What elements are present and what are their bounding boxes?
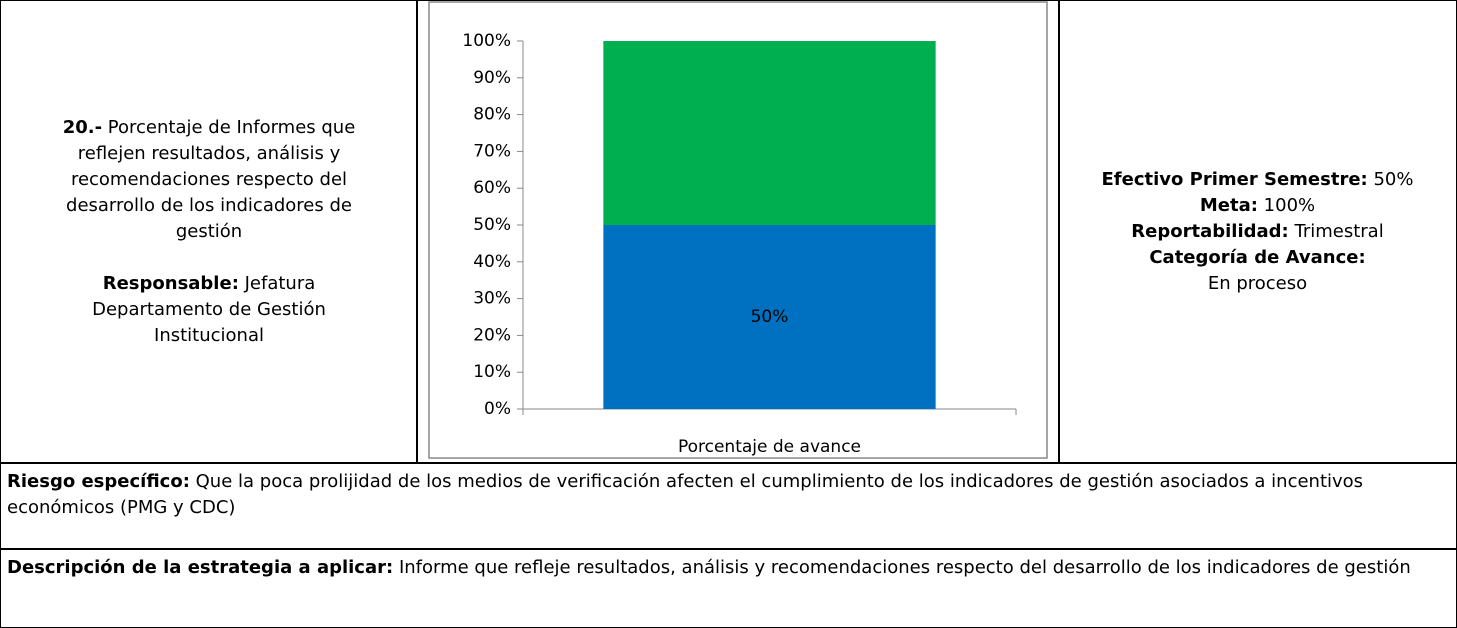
y-tick-label: 0%	[484, 399, 511, 419]
status-cell: Efectivo Primer Semestre: 50% Meta: 100%…	[1058, 0, 1457, 464]
strategy-row: Descripción de la estrategia a aplicar: …	[0, 548, 1457, 628]
category-value: En proceso	[1207, 273, 1308, 294]
y-tick-label: 10%	[473, 362, 511, 382]
y-tick-label: 40%	[473, 252, 511, 272]
bar	[603, 41, 936, 225]
chart: 0% 10% 20% 30% 40% 50% 60% 70% 80% 90% 100% Porcent…	[428, 1, 1048, 459]
y-tick-label: 50%	[473, 215, 511, 235]
indicator-text: Porcentaje de Informes que reflejen resu…	[66, 117, 356, 242]
reporting-label: Reportabilidad:	[1131, 221, 1289, 242]
category-label: Categoría de Avance:	[1149, 247, 1366, 268]
x-tick-label: Porcentaje de avance	[678, 437, 861, 457]
effective-label: Efectivo Primer Semestre:	[1101, 169, 1368, 190]
responsible-label: Responsable:	[102, 273, 239, 294]
indicator-desc: 20.- Porcentaje de Informes que reflejen…	[39, 115, 379, 245]
goal-label: Meta:	[1199, 195, 1258, 216]
y-tick-label: 80%	[473, 105, 511, 125]
responsible-text: Jefatura Departamento de Gestión Institu…	[92, 273, 326, 346]
risk-text: Que la poca prolijidad de los medios de …	[7, 471, 1364, 518]
bar	[603, 225, 936, 409]
chart-cell: 0% 10% 20% 30% 40% 50% 60% 70% 80% 90% 100% Porcent…	[416, 0, 1060, 464]
effective-value: 50%	[1373, 169, 1414, 190]
effective: Efectivo Primer Semestre: 50%	[1102, 167, 1414, 193]
y-tick-label: 30%	[473, 289, 511, 309]
y-tick-label: 20%	[473, 325, 511, 345]
reporting: Reportabilidad: Trimestral	[1131, 219, 1383, 245]
strategy-text: Informe que refleje resultados, análisis…	[398, 557, 1411, 578]
category: Categoría de Avance:	[1149, 245, 1365, 271]
indicator-number: 20.-	[62, 117, 103, 138]
indicator-cell: 20.- Porcentaje de Informes que reflejen…	[0, 0, 418, 464]
risk-row: Riesgo específico: Que la poca prolijida…	[0, 462, 1457, 550]
goal: Meta: 100%	[1200, 193, 1315, 219]
y-tick-label: 100%	[462, 31, 511, 51]
reporting-value: Trimestral	[1294, 221, 1384, 242]
chart-frame	[428, 1, 1048, 459]
goal-value: 100%	[1263, 195, 1316, 216]
y-tick-label: 90%	[473, 68, 511, 88]
strategy-label: Descripción de la estrategia a aplicar:	[7, 557, 394, 578]
responsible: Responsable: Jefatura Departamento de Ge…	[59, 271, 359, 349]
value-label: 50%	[751, 307, 789, 327]
y-tick-label: 60%	[473, 178, 511, 198]
y-tick-label: 70%	[473, 141, 511, 161]
risk-label: Riesgo específico:	[7, 471, 190, 492]
